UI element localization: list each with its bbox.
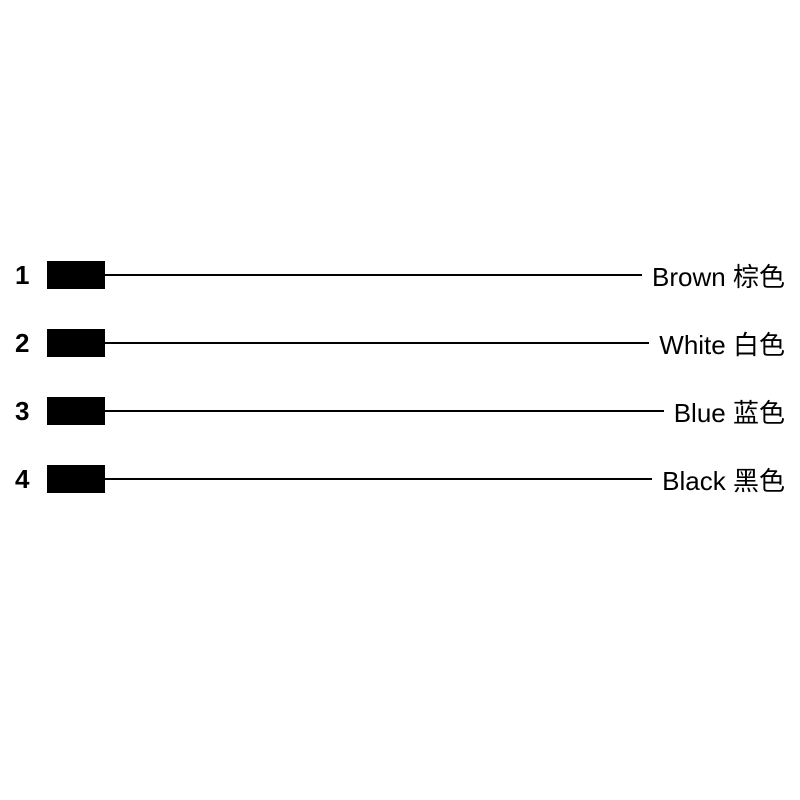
pin-number: 3 [15,396,40,427]
pin-label-en: White [659,330,725,360]
pin-label: Brown 棕色 [652,257,785,294]
pin-label-zh: 蓝色 [733,398,785,428]
pin-label: Black 黑色 [662,461,785,498]
pin-row: 3 Blue 蓝色 [15,396,785,426]
pin-block [47,261,105,289]
pin-row: 2 White 白色 [15,328,785,358]
pin-label-zh: 白色 [733,330,785,360]
pin-row: 4 Black 黑色 [15,464,785,494]
pin-row: 1 Brown 棕色 [15,260,785,290]
pin-label-zh: 棕色 [733,262,785,292]
pinout-diagram: 1 Brown 棕色 2 White 白色 3 Blue 蓝色 4 Black … [15,260,785,532]
pin-label-en: Brown [652,262,726,292]
pin-block [47,465,105,493]
pin-label-zh: 黑色 [733,466,785,496]
pin-number: 1 [15,260,40,291]
pin-line [105,342,649,344]
pin-number: 2 [15,328,40,359]
pin-block [47,329,105,357]
pin-label-en: Black [662,466,726,496]
pin-line [105,274,642,276]
pin-label-en: Blue [674,398,726,428]
pin-line [105,478,652,480]
pin-number: 4 [15,464,40,495]
pin-label: White 白色 [659,325,785,362]
pin-line [105,410,664,412]
pin-block [47,397,105,425]
pin-label: Blue 蓝色 [674,393,785,430]
